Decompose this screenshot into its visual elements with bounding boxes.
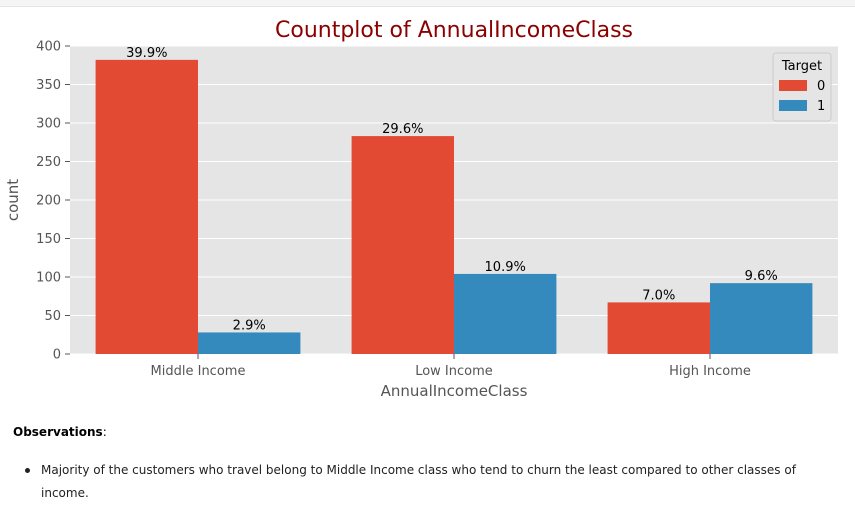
bar-data-label: 7.0% — [642, 288, 675, 303]
x-tick-label: Low Income — [415, 364, 493, 379]
x-tick-label: Middle Income — [151, 364, 246, 379]
countplot-chart: 0 50 100 150 200 250 300 350 400 39.9% 2.9% Middle … — [4, 18, 838, 400]
notebook-cell-top-border — [0, 0, 855, 7]
bar-data-label: 9.6% — [745, 269, 778, 284]
y-tick-label: 300 — [36, 117, 61, 132]
bar-middle-income-target-0 — [95, 59, 198, 355]
y-axis-label: count — [4, 179, 22, 221]
legend-label: 0 — [817, 79, 825, 94]
y-tick-label: 350 — [36, 78, 61, 93]
bar-low-income-target-0 — [351, 136, 454, 354]
x-tick-label: High Income — [669, 364, 751, 379]
y-tick-label: 200 — [36, 194, 61, 209]
bar-data-label: 10.9% — [485, 260, 526, 275]
bar-high-income-target-1 — [710, 283, 813, 354]
legend-title: Target — [781, 59, 822, 74]
observations-heading: Observations: — [13, 425, 107, 439]
y-tick-label: 100 — [36, 271, 61, 286]
bar-low-income-target-1 — [454, 273, 557, 354]
legend-label: 1 — [817, 99, 825, 114]
observation-item: Majority of the customers who travel bel… — [25, 459, 841, 505]
y-tick-label: 0 — [53, 348, 61, 363]
bar-data-label: 39.9% — [126, 46, 167, 61]
y-tick-label: 250 — [36, 155, 61, 170]
observations-heading-colon: : — [102, 425, 107, 439]
chart-title: Countplot of AnnualIncomeClass — [275, 18, 633, 43]
y-tick-label: 150 — [36, 232, 61, 247]
observations-list: Majority of the customers who travel bel… — [25, 459, 841, 505]
legend-swatch-target-1 — [779, 100, 807, 111]
y-tick-label: 50 — [44, 309, 61, 324]
legend-swatch-target-0 — [779, 80, 807, 91]
observations-heading-label: Observations — [13, 425, 103, 439]
x-axis-label: AnnualIncomeClass — [381, 382, 528, 400]
bar-middle-income-target-1 — [198, 332, 301, 354]
bar-data-label: 2.9% — [233, 318, 266, 333]
bar-high-income-target-0 — [607, 302, 710, 354]
y-tick-label: 400 — [36, 40, 61, 55]
bar-data-label: 29.6% — [382, 122, 423, 137]
